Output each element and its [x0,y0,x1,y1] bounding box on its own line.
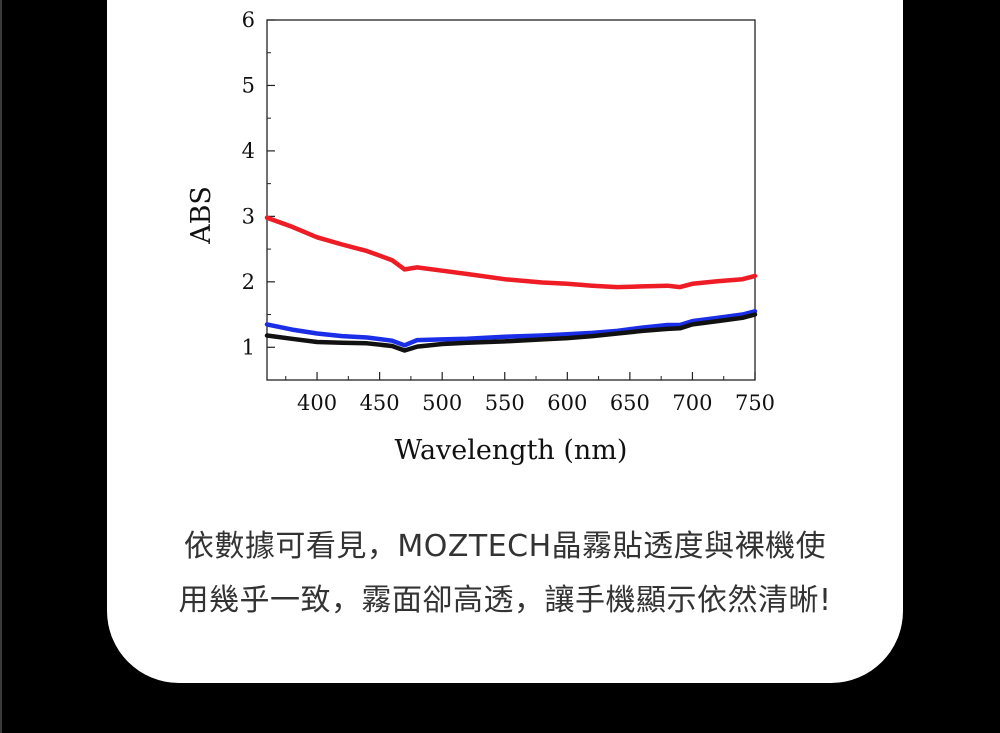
x-tick-label: 700 [672,391,712,415]
y-tick-label: 3 [242,204,255,228]
series-line-2 [264,309,758,348]
x-tick-label: 600 [547,391,587,415]
absorbance-chart: 400 450 500 550 600 650 700 750 1 2 3 4 5 6 Wavelengt… [186,8,775,466]
x-tick-label: 550 [485,391,525,415]
series-line-3 [264,312,758,353]
y-tick-label: 6 [242,8,255,32]
left-edge-strip [0,0,2,733]
x-tick-label: 750 [735,391,775,415]
y-tick-label: 4 [242,139,255,163]
y-axis-title: ABS [186,186,217,245]
axis-ticks: 400 450 500 550 600 650 700 750 1 2 3 4 5 6 [242,8,775,415]
x-axis-title: Wavelength (nm) [395,435,628,466]
caption-line-1: 依數據可看見，MOZTECH晶霧貼透度與裸機使 [183,529,827,564]
x-tick-label: 650 [610,391,650,415]
y-tick-label: 1 [242,335,255,359]
y-tick-label: 2 [242,270,255,294]
x-tick-label: 400 [297,391,337,415]
caption-line-2: 用幾乎一致，霧面卻高透，讓手機顯示依然清晰! [178,583,832,618]
x-tick-label: 450 [360,391,400,415]
caption-text: 依數據可看見，MOZTECH晶霧貼透度與裸機使 用幾乎一致，霧面卻高透，讓手機顯… [107,520,903,628]
series-group [264,215,758,353]
plot-frame [266,19,756,381]
series-line-1 [264,215,758,290]
x-tick-label: 500 [422,391,462,415]
y-tick-label: 5 [242,73,255,97]
